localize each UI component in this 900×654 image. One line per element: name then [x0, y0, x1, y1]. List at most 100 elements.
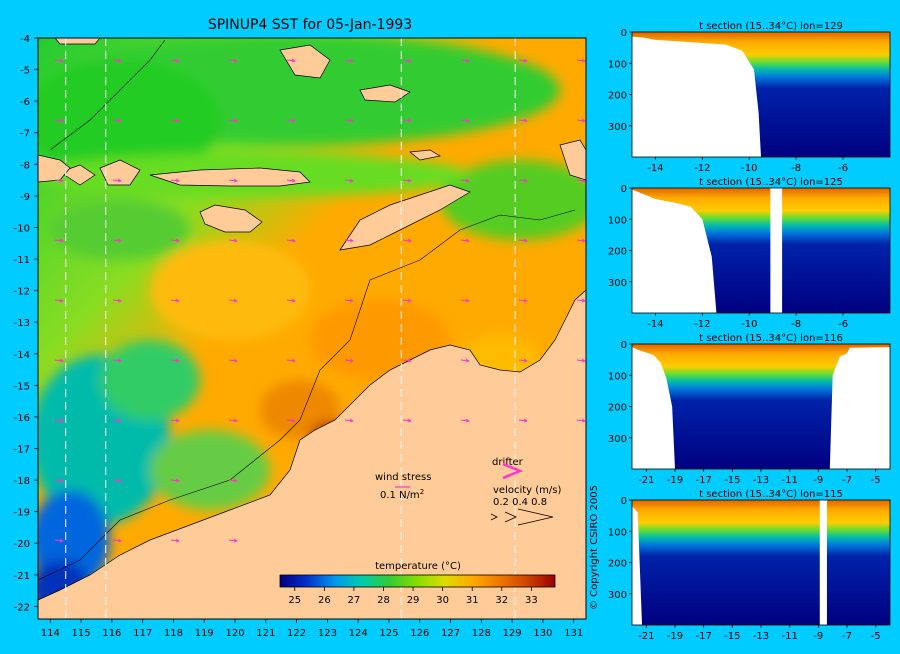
- wind-arrow: [170, 418, 181, 423]
- wind-arrow: [460, 238, 471, 243]
- wind-arrow: [518, 238, 529, 243]
- y-tick-label: -22: [14, 602, 30, 613]
- x-tick-label: 131: [564, 628, 583, 639]
- section-title: t section (15..34°C) lon=115: [699, 489, 843, 500]
- drifter-icon: [502, 462, 524, 480]
- northern-contour: [49, 39, 166, 151]
- wind-arrow: [460, 118, 471, 123]
- colorbar-tick-label: 26: [318, 595, 331, 606]
- wind-arrow: [112, 418, 123, 423]
- section-x-tick-label: -13: [753, 631, 769, 642]
- wind-arrow: [286, 358, 297, 363]
- wind-arrow: [170, 118, 181, 123]
- y-tick-label: -19: [14, 508, 30, 519]
- wind-arrow: [518, 118, 529, 123]
- wind-stress-value: 0.1 N/m2: [380, 488, 424, 501]
- wind-arrow: [170, 478, 181, 483]
- velocity-title: velocity (m/s): [493, 485, 561, 496]
- wind-arrow: [170, 358, 181, 363]
- wind-arrow: [344, 358, 355, 363]
- wind-arrow: [286, 58, 297, 63]
- wind-stress-superscript: 2: [420, 488, 424, 496]
- wind-arrows: [54, 58, 586, 543]
- wind-arrow: [286, 238, 297, 243]
- y-tick-label: -14: [14, 350, 30, 361]
- wind-arrow: [54, 178, 65, 183]
- wind-arrow: [54, 418, 65, 423]
- section-y-tick-label: 0: [621, 496, 627, 507]
- wind-arrow: [344, 178, 355, 183]
- section-shelf-mask: [632, 506, 643, 625]
- x-tick-label: 128: [472, 628, 491, 639]
- y-tick-label: -5: [20, 66, 30, 77]
- section-x-tick-label: -17: [695, 475, 711, 486]
- wind-arrow: [518, 298, 529, 303]
- section-x-tick-label: -13: [753, 475, 769, 486]
- wind-arrow: [402, 298, 413, 303]
- wind-arrow: [54, 538, 65, 543]
- section-y-tick-label: 0: [621, 184, 627, 195]
- sst-map: [38, 38, 586, 619]
- section-x-tick-label: -6: [838, 163, 848, 174]
- wind-arrow: [112, 118, 123, 123]
- wind-arrow: [344, 298, 355, 303]
- section-x-tick-label: -14: [647, 163, 663, 174]
- wind-arrow: [228, 478, 239, 483]
- y-tick-label: -12: [14, 287, 30, 298]
- wind-stress-value-text: 0.1 N/m: [380, 490, 420, 501]
- section-x-tick-label: -8: [791, 319, 801, 330]
- section-x-tick-label: -6: [838, 319, 848, 330]
- section-y-tick-label: 0: [621, 340, 627, 351]
- x-tick-label: 127: [441, 628, 460, 639]
- wind-arrow: [286, 298, 297, 303]
- y-tick-label: -13: [14, 318, 30, 329]
- section-gap-mask: [819, 500, 827, 625]
- section-shelf-mask: [632, 36, 761, 157]
- section-title: t section (15..34°C) lon=116: [699, 333, 843, 344]
- section-shelf-mask: [632, 347, 675, 469]
- x-tick-label: 130: [533, 628, 552, 639]
- section-temperature-field: [632, 500, 890, 625]
- section-right-shelf-mask: [829, 347, 890, 469]
- section-x-tick-label: -15: [724, 475, 740, 486]
- map-frame: [37, 37, 587, 620]
- x-tick-label: 123: [318, 628, 337, 639]
- section-x-tick-label: -14: [647, 319, 663, 330]
- wind-arrow: [286, 178, 297, 183]
- wind-arrow: [170, 538, 181, 543]
- wind-arrow: [402, 178, 413, 183]
- section-y-tick-label: 100: [608, 371, 627, 382]
- wind-arrow: [402, 118, 413, 123]
- java-coast: [38, 154, 71, 183]
- section-y-tick-label: 200: [608, 247, 627, 258]
- section-x-tick-label: -12: [694, 163, 710, 174]
- wind-arrow: [576, 298, 586, 303]
- wind-arrow: [228, 538, 239, 543]
- wind-arrow: [228, 418, 239, 423]
- velocity-values: 0.2 0.4 0.8: [493, 497, 547, 508]
- wind-arrow: [228, 178, 239, 183]
- section-x-tick-label: -5: [871, 631, 881, 642]
- wind-arrow: [228, 58, 239, 63]
- wind-arrow: [576, 418, 586, 423]
- section-x-tick-label: -8: [791, 163, 801, 174]
- wind-arrow: [112, 178, 123, 183]
- x-tick-label: 114: [41, 628, 60, 639]
- x-tick-label: 125: [379, 628, 398, 639]
- wind-arrow: [344, 418, 355, 423]
- y-tick-label: -10: [14, 223, 30, 234]
- colorbar-title: temperature (°C): [375, 561, 461, 572]
- x-tick-label: 119: [195, 628, 214, 639]
- timor-island: [339, 184, 471, 251]
- wind-arrow: [54, 358, 65, 363]
- x-tick-label: 122: [287, 628, 306, 639]
- section-x-tick-label: -5: [871, 475, 881, 486]
- section-y-tick-label: 300: [608, 434, 627, 445]
- x-tick-label: 116: [102, 628, 121, 639]
- section-y-tick-label: 100: [608, 59, 627, 70]
- wind-arrow: [402, 418, 413, 423]
- wind-arrow: [576, 238, 586, 243]
- x-tick-label: 124: [349, 628, 368, 639]
- section-title: t section (15..34°C) lon=129: [699, 21, 843, 32]
